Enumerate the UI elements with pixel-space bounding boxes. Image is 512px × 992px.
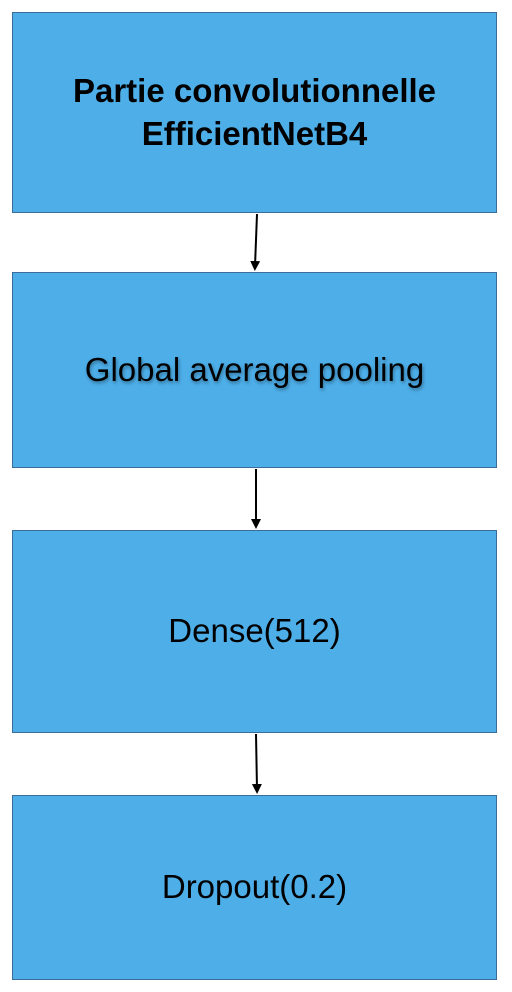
node-dropout-label: Dropout(0.2) xyxy=(161,868,348,906)
node-global-average-pooling-label: Global average pooling xyxy=(84,350,425,388)
node-convolutional-part-line1: Partie convolutionnelle xyxy=(72,71,437,109)
arrow-conv-to-pooling xyxy=(250,213,261,271)
node-dropout: Dropout(0.2) xyxy=(12,795,497,980)
node-global-average-pooling: Global average pooling xyxy=(12,272,497,468)
node-dense: Dense(512) xyxy=(12,530,497,733)
arrow-dense-to-dropout xyxy=(251,733,262,794)
node-convolutional-part-line2: EfficientNetB4 xyxy=(141,114,368,152)
node-convolutional-part: Partie convolutionnelle EfficientNetB4 xyxy=(12,12,497,213)
node-dense-label: Dense(512) xyxy=(168,612,341,650)
